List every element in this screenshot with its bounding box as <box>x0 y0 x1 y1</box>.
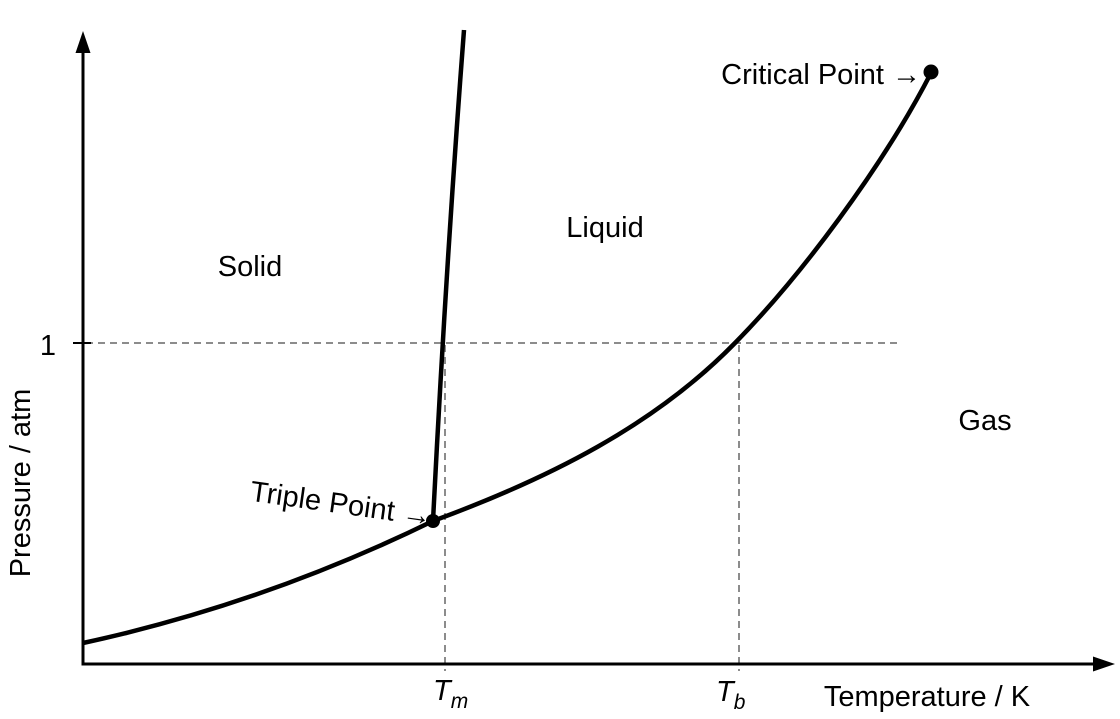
region-label-gas: Gas <box>958 405 1011 437</box>
x-axis-arrowhead-icon <box>1093 656 1115 672</box>
y-axis-arrowhead-icon <box>75 31 91 53</box>
tm-symbol: T <box>433 675 453 707</box>
y-tick-label-1: 1 <box>40 330 56 362</box>
x-tick-label-tm: Tm <box>433 675 468 713</box>
sublimation-curve <box>82 518 434 646</box>
tb-symbol: T <box>716 676 736 708</box>
tm-subscript: m <box>451 690 469 713</box>
critical-point-annotation: Critical Point → <box>721 59 921 91</box>
region-label-solid: Solid <box>218 251 283 283</box>
region-label-liquid: Liquid <box>566 212 643 244</box>
x-axis-title: Temperature / K <box>824 681 1031 713</box>
tb-subscript: b <box>734 691 746 714</box>
y-axis-title: Pressure / atm <box>5 389 37 578</box>
fusion-curve <box>430 29 467 522</box>
triple-point-dot <box>426 514 440 528</box>
x-tick-label-tb: Tb <box>716 676 746 714</box>
critical-point-dot <box>923 64 939 80</box>
vaporization-curve <box>432 71 933 524</box>
